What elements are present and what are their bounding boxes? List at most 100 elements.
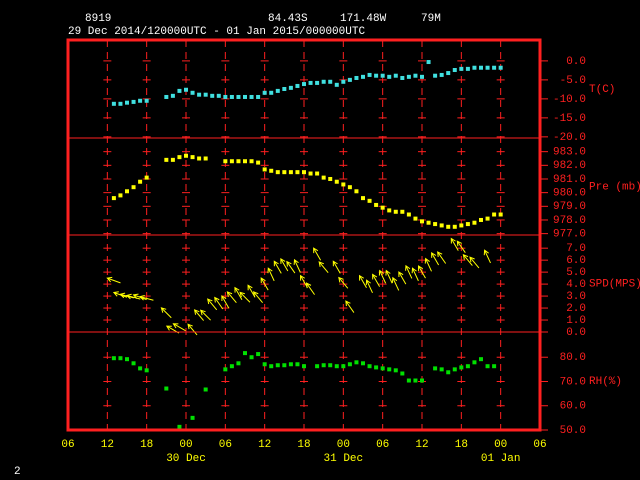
y-tick-label: 980.0 [553,188,586,200]
marker [138,366,143,371]
marker [170,93,175,98]
x-tick-label: 06 [61,439,74,451]
marker [269,90,274,95]
wind-arrow [398,271,407,285]
wind-arrow [293,258,301,273]
wind-arrow [358,274,367,289]
marker [295,170,300,175]
wind-arrow [187,323,198,336]
marker [295,83,300,88]
x-tick-label: 18 [455,439,468,451]
marker [433,73,438,78]
wind-arrow [305,282,315,295]
marker [131,99,136,104]
marker [433,222,438,227]
marker [341,182,346,187]
marker [380,73,385,78]
marker [387,367,392,372]
period: 29 Dec 2014/120000UTC - 01 Jan 2015/0000… [68,26,365,38]
marker [334,364,339,369]
marker [302,364,306,369]
marker [341,79,346,84]
marker [380,366,385,371]
y-axis-label: Pre (mb) [589,181,640,193]
marker [177,88,182,93]
marker [249,355,254,360]
x-tick-label: 12 [101,439,114,451]
marker [229,364,234,369]
x-tick-label: 18 [140,439,153,451]
marker [210,93,215,98]
marker [426,220,431,225]
marker [354,360,359,365]
marker [262,167,267,172]
elevation: 79M [421,13,441,25]
marker [446,370,451,375]
marker [308,80,313,85]
x-tick-label: 12 [258,439,271,451]
marker [479,357,483,362]
marker [354,189,359,194]
y-tick-label: 978.0 [553,215,586,227]
marker [243,94,247,99]
x-tick-label: 00 [179,439,192,451]
marker [282,87,287,91]
y-tick-label: -15.0 [553,113,586,125]
wind-arrow [286,260,296,274]
marker [138,98,143,103]
marker [302,170,306,175]
marker [315,171,320,176]
marker [472,360,477,365]
y-tick-label: 5.0 [566,267,586,279]
y-tick-label: 4.0 [566,279,586,291]
marker [269,364,274,369]
marker [177,155,182,160]
marker [164,386,169,391]
y-tick-label: 7.0 [566,243,586,255]
marker [256,94,261,99]
marker [341,364,346,369]
marker [361,361,365,366]
marker [452,68,457,73]
marker [170,157,175,162]
marker [295,362,300,367]
date-label: 31 Dec [324,453,364,465]
marker [190,90,195,95]
marker [406,74,411,79]
marker [262,90,267,95]
marker [413,378,418,383]
marker [485,364,490,369]
marker [256,160,261,165]
y-tick-label: 3.0 [566,291,586,303]
x-tick-label: 06 [376,439,389,451]
wind-arrow [338,276,349,289]
station: 8919 [85,13,111,25]
y-tick-label: 6.0 [566,255,586,267]
marker [472,65,477,70]
y-tick-label: 982.0 [553,160,586,172]
y-tick-label: 70.0 [560,376,586,388]
wind-arrow [378,269,387,284]
marker [223,367,228,372]
marker [367,198,372,203]
marker [420,378,424,383]
wind-arrow [424,257,432,272]
marker [288,362,293,367]
y-tick-label: 2.0 [566,303,586,315]
wind-arrow [226,291,237,303]
marker [452,367,457,372]
y-tick-label: 981.0 [553,174,586,186]
marker [406,378,411,383]
x-tick-label: 18 [297,439,310,451]
marker [459,223,464,228]
marker [315,80,320,85]
marker [243,159,247,164]
marker [216,93,221,98]
marker [249,159,254,164]
wind-arrow [450,237,459,251]
wind-arrow [260,277,269,291]
marker [328,176,333,181]
marker [203,156,208,161]
marker [118,356,123,361]
marker [125,189,129,194]
